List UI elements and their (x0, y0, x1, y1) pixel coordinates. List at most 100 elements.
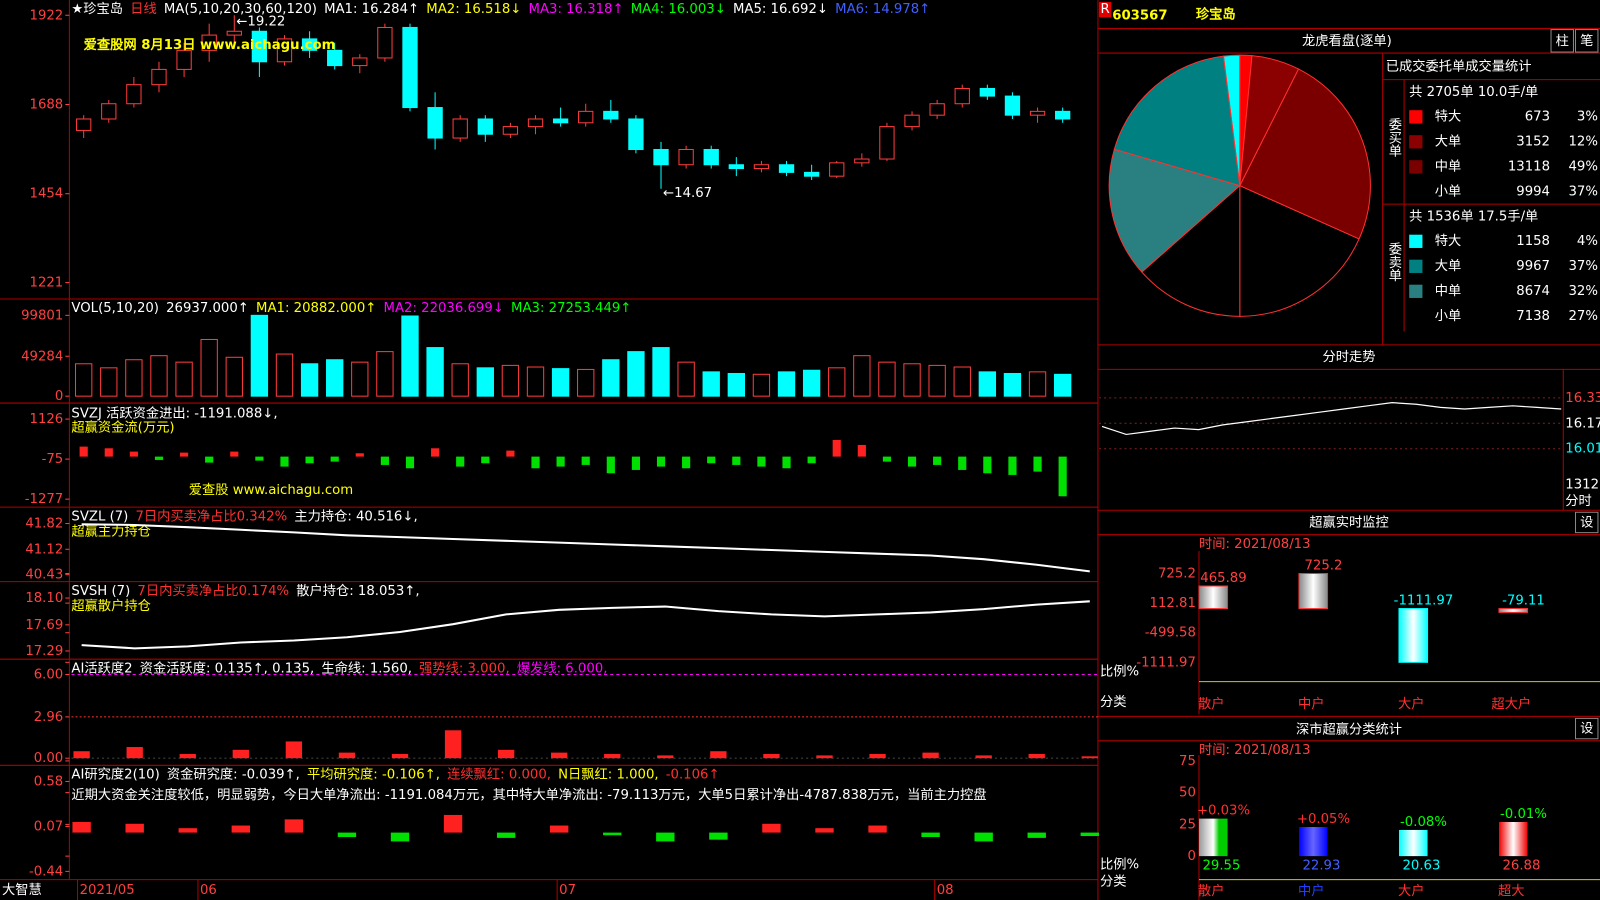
row-count: 1158 (1516, 234, 1550, 249)
volume-bar (551, 368, 570, 397)
header-text: VOL(5,10,20) (71, 301, 159, 316)
candle-body (101, 103, 117, 120)
header-line: ★珍宝岛 日线 MA(5,10,20,30,60,120) MA1: 16.284↑ M… (71, 1, 930, 17)
category-label: 散户 (1198, 882, 1225, 899)
volume-bar (928, 364, 946, 397)
research-bar (815, 828, 834, 833)
row-name: 特大 (1435, 233, 1462, 249)
flow-bar (882, 456, 892, 462)
activity-bar (975, 755, 992, 759)
header-text: 平均研究度: -0.106↑, (307, 766, 440, 782)
axis-note: 分类 (1100, 694, 1127, 710)
header-text: 日线 (130, 1, 157, 17)
button-label: 设 (1580, 721, 1593, 737)
flow-bar (79, 446, 88, 457)
category-label: 超大 (1498, 883, 1525, 899)
flow-bar (782, 456, 791, 469)
volume-bar (150, 355, 168, 397)
flow-bar (656, 456, 666, 467)
flow-bar (832, 439, 841, 457)
stats-bar (1198, 818, 1228, 857)
row-pct: 32% (1569, 284, 1598, 299)
candle-body (879, 126, 895, 160)
activity-bar (179, 754, 196, 759)
row-name: 大单 (1435, 258, 1462, 274)
y-tick-label: 0 (1187, 849, 1195, 864)
row-count: 8674 (1516, 284, 1550, 299)
row-count: 3152 (1516, 134, 1550, 149)
volume-bar (351, 361, 369, 397)
candle-body (854, 158, 870, 164)
volume-bar (426, 347, 444, 397)
y-tick-label: 16.01 (1565, 442, 1600, 457)
y-tick-label: 41.82 (25, 517, 63, 532)
research-bar (974, 832, 993, 842)
research-bar (921, 832, 940, 837)
y-tick-label: 0.00 (34, 751, 64, 766)
volume-bar (476, 367, 494, 397)
candle-body (226, 30, 242, 36)
intraday-line (1101, 402, 1562, 436)
pie-slice (1239, 184, 1360, 317)
research-bar (1027, 832, 1046, 838)
row-name: 中单 (1435, 283, 1462, 299)
stats-bar (1398, 829, 1428, 857)
y-tick-label: 0.07 (34, 819, 64, 834)
change-label: +0.05% (1297, 812, 1350, 827)
volume-bar (777, 371, 796, 397)
flow-bar (581, 456, 590, 465)
y-tick-label: 16.17 (1565, 416, 1600, 431)
header-text: AI活跃度2 (71, 660, 132, 676)
row-name: 小单 (1435, 183, 1462, 199)
activity-bar (710, 751, 727, 759)
candle-body (377, 26, 393, 59)
button[interactable] (1575, 29, 1599, 53)
header-text: MA3: 27253.449↑ (511, 301, 631, 316)
row-pct: 4% (1577, 234, 1598, 249)
activity-bar (922, 752, 939, 759)
value-label: 22.93 (1302, 858, 1340, 873)
flow-bar (1058, 456, 1067, 497)
volume-bar (275, 353, 294, 397)
button[interactable] (1550, 29, 1574, 53)
pie-slice (1108, 148, 1241, 273)
research-bar (709, 832, 728, 840)
volume-bar (802, 369, 821, 397)
candle-body (176, 49, 192, 70)
flow-bar (355, 453, 364, 457)
y-tick-label: 725.2 (1158, 566, 1196, 581)
y-tick-label: 41.12 (25, 542, 63, 557)
low-annotation: ←14.67 (663, 186, 712, 201)
button[interactable] (1575, 717, 1599, 740)
monitor-bar (1498, 608, 1529, 613)
category-label: 超大户 (1491, 695, 1531, 712)
legend-swatch (1409, 309, 1423, 323)
monitor-bar (1298, 572, 1329, 610)
candle-body (728, 164, 744, 170)
flow-bar (431, 448, 440, 457)
candle-body (1029, 110, 1046, 116)
pie-slice (1239, 68, 1371, 240)
legend-swatch (1409, 110, 1423, 124)
row-pct: 37% (1569, 184, 1598, 199)
flow-bar (606, 456, 615, 474)
volume-bar (225, 356, 243, 397)
candle-body (151, 68, 167, 86)
candle-body (402, 26, 418, 109)
flow-bar (180, 452, 189, 457)
y-tick-label: 49284 (21, 349, 63, 364)
research-bar (603, 832, 622, 836)
value-label: 29.55 (1202, 858, 1240, 873)
y-tick-label: 1454 (30, 187, 64, 202)
volume-bar (300, 363, 319, 397)
volume-bar (602, 359, 620, 397)
header-text: 主力持仓: 40.516↓, (294, 508, 417, 524)
badge-text: R (1100, 2, 1109, 17)
candle-body (327, 49, 343, 67)
button[interactable] (1575, 511, 1599, 534)
brand: 大智慧 (2, 882, 42, 898)
flow-bar (280, 456, 289, 467)
volume-bar (853, 355, 871, 397)
y-tick-label: 0 (55, 389, 63, 404)
